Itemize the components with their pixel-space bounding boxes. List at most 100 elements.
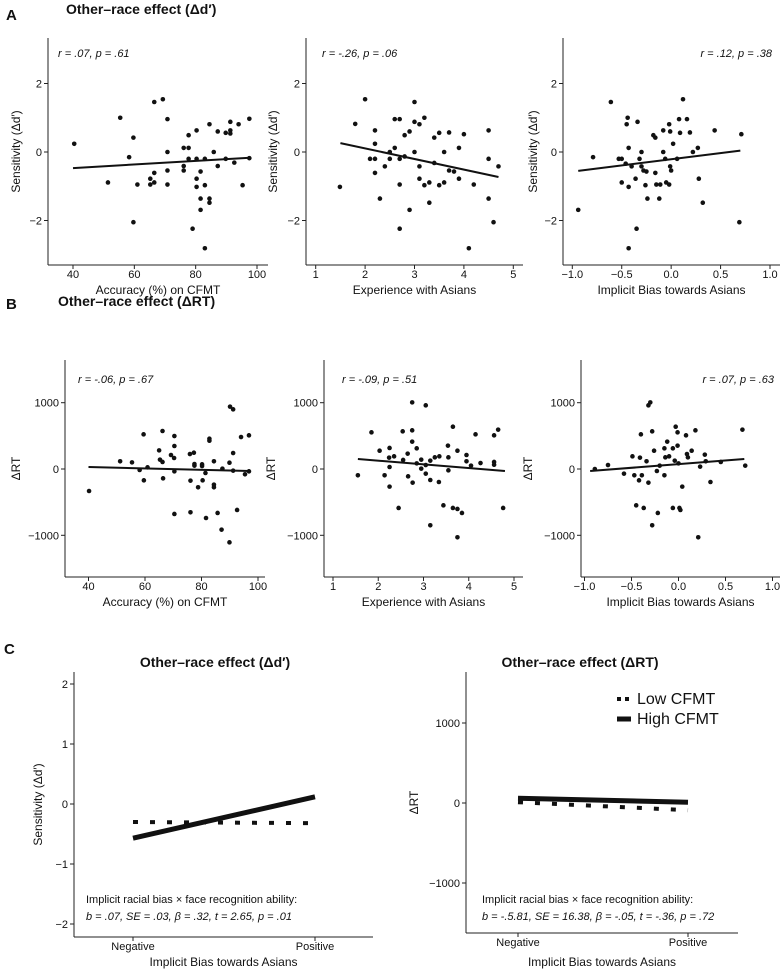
data-point <box>436 479 442 485</box>
y-tick-label: 0 <box>62 799 68 811</box>
data-point <box>667 129 673 134</box>
data-point <box>649 522 655 528</box>
data-point <box>117 115 123 121</box>
data-point <box>409 428 415 433</box>
x-tick-label: 80 <box>190 269 202 281</box>
data-point <box>417 164 422 169</box>
data-point <box>666 121 672 127</box>
data-point <box>737 219 742 225</box>
data-point <box>696 176 702 182</box>
data-point <box>495 427 501 432</box>
section-title-a: Other–race effect (Δd′) <box>66 1 216 17</box>
data-point <box>417 176 422 182</box>
data-point <box>471 182 477 187</box>
data-point <box>662 446 667 451</box>
data-point <box>466 245 472 251</box>
data-point <box>194 184 199 190</box>
data-point <box>181 168 187 173</box>
y-axis-label: ΔRT <box>521 456 535 480</box>
data-point <box>186 156 191 162</box>
y-tick-label: −2 <box>29 216 42 228</box>
data-point <box>192 463 197 468</box>
data-point <box>405 451 410 456</box>
x-tick-label: 60 <box>128 269 140 281</box>
panel-label-c: C <box>4 641 15 658</box>
x-tick-label: Positive <box>296 941 335 953</box>
correlation-annotation: r = .07, p = .63 <box>702 374 774 386</box>
data-point <box>684 116 690 122</box>
data-point <box>412 149 417 155</box>
data-point <box>625 115 630 121</box>
data-point <box>372 141 378 147</box>
data-point <box>105 180 111 185</box>
y-tick-label: 0 <box>312 464 318 476</box>
data-point <box>181 163 187 169</box>
data-point <box>402 132 407 138</box>
y-tick-label: 2 <box>36 79 42 91</box>
data-point <box>575 207 581 213</box>
data-point <box>232 160 237 165</box>
data-point <box>397 226 402 232</box>
data-point <box>382 472 387 478</box>
data-point <box>198 169 203 174</box>
data-point <box>654 468 660 474</box>
x-tick-label: 4 <box>461 269 467 281</box>
y-tick-label: 0 <box>454 798 460 810</box>
data-point <box>387 464 392 470</box>
data-point <box>240 182 245 188</box>
data-point <box>409 400 415 405</box>
data-point <box>117 459 123 464</box>
data-point <box>634 226 639 232</box>
data-point <box>391 454 397 459</box>
data-point <box>423 403 429 408</box>
data-point <box>186 145 191 151</box>
y-tick-label: 1 <box>62 739 68 751</box>
data-point <box>141 432 146 437</box>
legend-label: Low CFMT <box>637 691 715 708</box>
y-tick-label: 0 <box>294 147 300 159</box>
data-point <box>355 472 361 478</box>
data-point <box>660 128 666 133</box>
x-axis-label: Implicit Bias towards Asians <box>597 283 745 297</box>
data-point <box>377 196 383 201</box>
data-point <box>645 196 650 201</box>
y-axis-label: ΔRT <box>9 456 23 480</box>
chart-panel-2: 1 2 3 4 5 2 0 −2 Experience with Asians Sensitivi… <box>266 38 523 297</box>
chart-panel-1: 40 60 80 100 2 0 −2 Accuracy (%) on CFMT Sensiti… <box>9 38 268 297</box>
y-tick-label: 1000 <box>551 398 575 410</box>
data-point <box>446 130 452 135</box>
x-axis-label: Experience with Asians <box>362 595 485 609</box>
data-point <box>407 129 412 134</box>
data-point <box>624 121 629 127</box>
data-point <box>450 424 456 430</box>
data-point <box>446 168 452 173</box>
y-tick-label: 1000 <box>35 398 59 410</box>
data-point <box>211 149 217 155</box>
data-point <box>151 99 157 105</box>
x-tick-label: 1 <box>313 269 319 281</box>
data-point <box>639 472 645 478</box>
data-point <box>219 527 224 532</box>
data-point <box>409 439 415 444</box>
chart-panel-6: −1.0 −0.5 0.0 0.5 1.0 1000 0 −1000 Implicit Bias… <box>521 360 780 609</box>
series-line-low-cfmt <box>517 800 689 813</box>
data-point <box>215 163 221 169</box>
y-tick-label: 0 <box>36 147 42 159</box>
data-point <box>675 443 680 448</box>
data-point <box>630 454 635 459</box>
data-point <box>202 245 208 251</box>
data-point <box>619 180 625 185</box>
data-point <box>695 145 701 151</box>
data-point <box>246 433 252 438</box>
data-point <box>207 438 212 443</box>
data-point <box>608 99 614 105</box>
correlation-annotation: r = -.09, p = .51 <box>342 374 417 386</box>
panel-label-a: A <box>6 7 17 24</box>
x-tick-label: 60 <box>139 581 151 593</box>
data-point <box>626 245 631 251</box>
data-point <box>188 509 193 515</box>
data-point <box>195 484 201 490</box>
data-point <box>135 182 140 187</box>
data-point <box>418 466 424 471</box>
